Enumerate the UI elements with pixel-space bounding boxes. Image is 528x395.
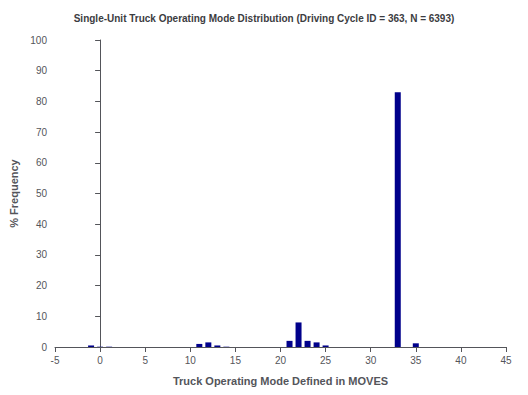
svg-text:15: 15 (230, 355, 242, 366)
svg-text:-5: -5 (51, 355, 60, 366)
svg-text:80: 80 (36, 96, 48, 107)
svg-text:5: 5 (142, 355, 148, 366)
svg-text:40: 40 (36, 219, 48, 230)
svg-text:70: 70 (36, 127, 48, 138)
svg-text:20: 20 (275, 355, 287, 366)
svg-text:50: 50 (36, 188, 48, 199)
svg-text:10: 10 (185, 355, 197, 366)
svg-text:% Frequency: % Frequency (8, 158, 20, 227)
svg-text:Single-Unit Truck Operating Mo: Single-Unit Truck Operating Mode Distrib… (74, 13, 455, 24)
svg-text:45: 45 (500, 355, 512, 366)
svg-text:10: 10 (36, 311, 48, 322)
svg-text:40: 40 (455, 355, 467, 366)
svg-text:90: 90 (36, 65, 48, 76)
svg-text:100: 100 (30, 35, 47, 46)
svg-text:30: 30 (365, 355, 377, 366)
svg-text:30: 30 (36, 249, 48, 260)
svg-text:Truck Operating Mode Defined i: Truck Operating Mode Defined in MOVES (173, 375, 388, 387)
svg-text:0: 0 (41, 342, 47, 353)
svg-text:35: 35 (410, 355, 422, 366)
svg-text:25: 25 (320, 355, 332, 366)
svg-text:0: 0 (97, 355, 103, 366)
svg-text:20: 20 (36, 280, 48, 291)
svg-text:60: 60 (36, 157, 48, 168)
